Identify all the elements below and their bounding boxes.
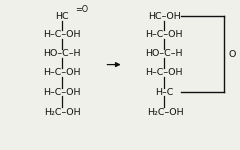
Text: H–C–OH: H–C–OH — [43, 68, 80, 77]
Text: HO–C–H: HO–C–H — [43, 49, 80, 58]
Text: HO–C–H: HO–C–H — [145, 49, 183, 58]
Text: HC–OH: HC–OH — [148, 12, 180, 21]
Text: H–C–OH: H–C–OH — [145, 30, 183, 39]
Text: H–C–OH: H–C–OH — [43, 30, 80, 39]
Text: HC: HC — [55, 12, 68, 21]
Text: H–C–OH: H–C–OH — [145, 68, 183, 77]
Text: H–C: H–C — [155, 88, 173, 97]
Text: O: O — [228, 50, 236, 59]
Text: =O: =O — [75, 5, 88, 14]
Text: H–C–OH: H–C–OH — [43, 88, 80, 97]
Text: H₂C–OH: H₂C–OH — [44, 108, 81, 117]
Text: H₂C–OH: H₂C–OH — [147, 108, 184, 117]
